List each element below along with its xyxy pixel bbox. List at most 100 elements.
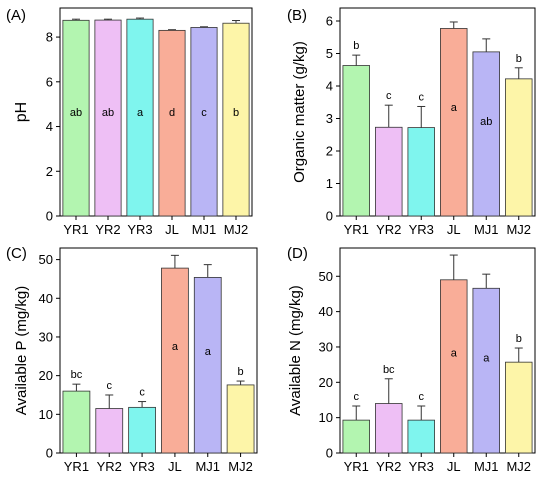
- y-tick-label: 40: [39, 291, 53, 306]
- y-tick-label: 4: [46, 119, 53, 134]
- significance-letter: a: [483, 352, 490, 364]
- bar-mj1: [190, 27, 218, 217]
- significance-letter: b: [353, 40, 359, 52]
- significance-letter: c: [139, 387, 145, 399]
- significance-letter: bc: [383, 364, 395, 376]
- x-tick-label: YR2: [376, 459, 401, 474]
- significance-letter: b: [233, 107, 239, 119]
- y-tick-label: 0: [326, 446, 333, 461]
- bar-yr1: [342, 419, 370, 454]
- y-axis-label: Available P (mg/kg): [13, 286, 30, 416]
- y-axis-label: Available N (mg/kg): [287, 285, 304, 416]
- y-tick-label: 50: [39, 252, 53, 267]
- panel-b: (B) Organic matter (g/kg) 0 1 2 3 4 5 6 YR1 b YR2 c Y…: [287, 7, 536, 237]
- significance-letter: b: [516, 53, 522, 65]
- bar-yr1: [62, 390, 91, 454]
- y-tick-label: 6: [326, 14, 333, 29]
- bar-jl: [158, 29, 186, 217]
- y-tick-label: 0: [326, 209, 333, 224]
- panel-c: (C)Available P (mg/kg)01020304050YR1bcYR…: [6, 245, 258, 474]
- bar-mj2: [226, 384, 255, 454]
- plot-frame: [59, 247, 258, 454]
- bar-yr2: [375, 403, 403, 454]
- y-tick-label: 8: [46, 30, 53, 45]
- x-tick-label: YR1: [63, 222, 88, 237]
- significance-letter: b: [238, 366, 244, 378]
- panel-label: (D): [287, 245, 308, 262]
- panel-label: (A): [6, 7, 26, 24]
- significance-letter: ab: [480, 116, 492, 128]
- y-tick-label: 0: [46, 446, 53, 461]
- significance-letter: c: [107, 380, 113, 392]
- x-tick-label: YR3: [129, 459, 154, 474]
- significance-letter: c: [354, 391, 360, 403]
- x-tick-label: MJ2: [224, 222, 249, 237]
- y-tick-label: 3: [326, 111, 333, 126]
- y-tick-label: 10: [319, 410, 333, 425]
- bar-yr1: [342, 65, 370, 217]
- x-tick-label: JL: [168, 459, 182, 474]
- bar-jl: [440, 279, 468, 454]
- x-tick-label: YR3: [409, 222, 434, 237]
- y-tick-label: 1: [326, 176, 333, 191]
- y-tick-label: 2: [46, 164, 53, 179]
- significance-letter: a: [451, 102, 458, 114]
- bar-jl: [161, 267, 189, 454]
- y-axis-label: Organic matter (g/kg): [291, 41, 308, 183]
- bar-mj2: [505, 361, 533, 454]
- significance-letter: ab: [70, 107, 82, 119]
- x-tick-label: YR1: [344, 459, 369, 474]
- significance-letter: c: [386, 90, 392, 102]
- significance-letter: a: [137, 107, 144, 119]
- plot-frame: [339, 247, 536, 454]
- bar-mj1: [472, 51, 500, 217]
- x-tick-label: YR2: [97, 459, 122, 474]
- bar-mj1: [193, 276, 222, 454]
- panel-label: (B): [287, 7, 307, 24]
- panel-label: (C): [6, 245, 27, 262]
- panel-a: (A) pH 0 2 4 6 8 YR1 ab YR2 ab YR3 a JL d MJ1 c MJ2 b: [6, 7, 253, 237]
- bar-mj2: [222, 22, 250, 217]
- y-tick-label: 20: [39, 368, 53, 383]
- x-tick-label: MJ2: [506, 459, 531, 474]
- significance-letter: c: [201, 107, 207, 119]
- x-tick-label: YR2: [376, 222, 401, 237]
- panel-d: (D) Available N (mg/kg) 0 10 20 30 40 50 YR1 c YR2…: [287, 245, 536, 474]
- bar-mj2: [505, 78, 533, 217]
- x-tick-label: MJ2: [228, 459, 253, 474]
- x-tick-label: YR3: [127, 222, 152, 237]
- significance-letter: ab: [102, 107, 114, 119]
- significance-letter: a: [172, 341, 179, 353]
- x-tick-label: YR2: [95, 222, 120, 237]
- x-tick-label: MJ1: [192, 222, 217, 237]
- bar-yr2: [95, 408, 124, 454]
- significance-letter: a: [451, 348, 458, 360]
- x-tick-label: MJ1: [474, 459, 499, 474]
- y-tick-label: 6: [46, 74, 53, 89]
- y-tick-label: 30: [319, 339, 333, 354]
- plot-frame: [339, 7, 536, 217]
- significance-letter: c: [419, 391, 425, 403]
- y-tick-label: 2: [326, 144, 333, 159]
- bar-yr3: [407, 127, 435, 217]
- x-tick-label: YR1: [64, 459, 89, 474]
- bar-jl: [440, 28, 468, 217]
- x-tick-label: JL: [165, 222, 179, 237]
- y-tick-label: 20: [319, 375, 333, 390]
- y-tick-label: 0: [46, 209, 53, 224]
- x-tick-label: MJ2: [506, 222, 531, 237]
- bar-yr3: [126, 18, 154, 217]
- x-tick-label: YR1: [344, 222, 369, 237]
- x-tick-label: JL: [447, 222, 461, 237]
- y-axis-label: pH: [13, 102, 30, 122]
- significance-letter: a: [205, 346, 212, 358]
- plot-frame: [59, 7, 253, 217]
- y-tick-label: 50: [319, 269, 333, 284]
- significance-letter: d: [169, 107, 175, 119]
- significance-letter: c: [419, 91, 425, 103]
- y-tick-label: 10: [39, 407, 53, 422]
- x-tick-label: MJ1: [195, 459, 220, 474]
- x-tick-label: JL: [447, 459, 461, 474]
- y-tick-label: 5: [326, 46, 333, 61]
